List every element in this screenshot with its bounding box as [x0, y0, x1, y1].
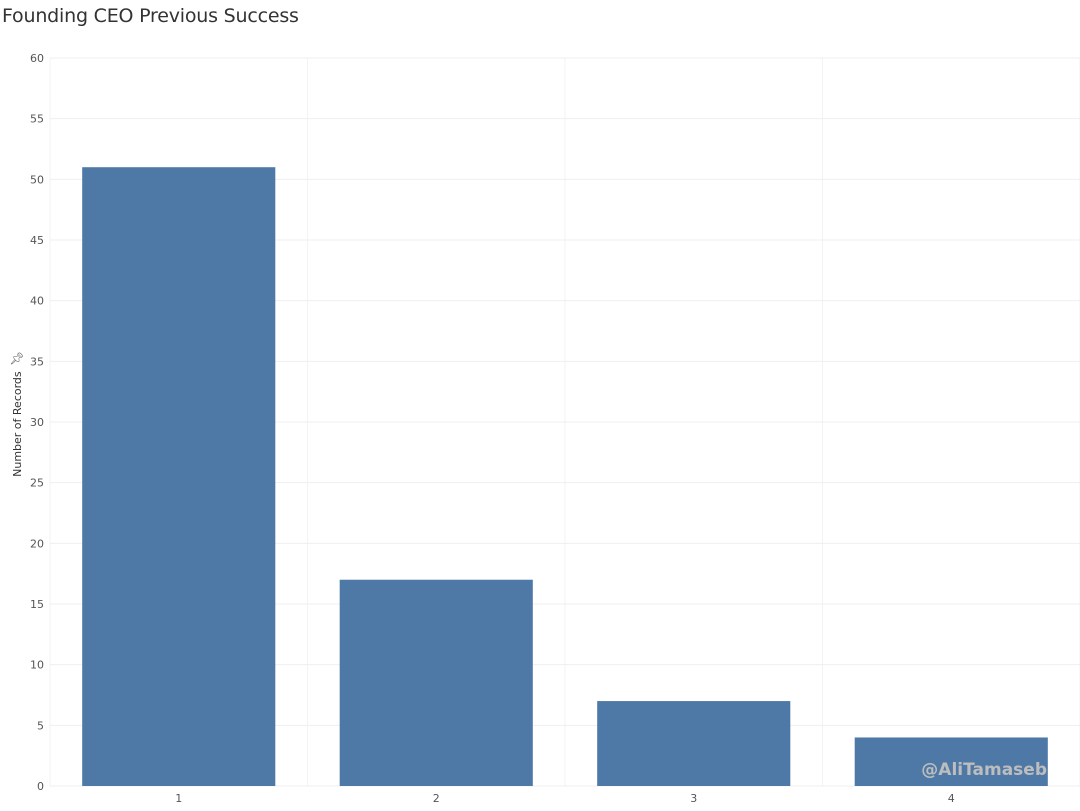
y-tick-label: 30 — [30, 416, 44, 429]
y-axis-label: Number of Records — [10, 371, 24, 477]
bar — [82, 167, 276, 786]
x-tick-label: 4 — [948, 792, 955, 805]
y-tick-label: 15 — [30, 598, 44, 611]
y-tick-label: 55 — [30, 113, 44, 126]
y-tick-label: 40 — [30, 295, 44, 308]
y-tick-label: 20 — [30, 537, 44, 550]
y-tick-label: 60 — [30, 52, 44, 65]
y-tick-label: 10 — [30, 659, 44, 672]
y-tick-label: 35 — [30, 355, 44, 368]
x-axis-ticks: 1 2 3 4 — [175, 792, 955, 805]
chart-title: Founding CEO Previous Success — [2, 5, 299, 27]
grid-lines — [49, 57, 1080, 787]
y-axis-title: Number of Records 📌︎ — [9, 351, 25, 477]
y-axis-ticks: 0 5 10 15 20 25 30 35 40 45 50 55 60 — [30, 52, 44, 793]
y-tick-label: 5 — [37, 719, 44, 732]
bars — [82, 167, 1048, 786]
x-tick-label: 2 — [433, 792, 440, 805]
watermark: @AliTamaseb — [921, 760, 1047, 780]
x-tick-label: 1 — [175, 792, 182, 805]
y-tick-label: 25 — [30, 477, 44, 490]
bar — [339, 579, 533, 786]
pin-icon[interactable]: 📌︎ — [9, 351, 25, 366]
x-tick-label: 3 — [690, 792, 697, 805]
y-tick-label: 50 — [30, 173, 44, 186]
y-tick-label: 45 — [30, 234, 44, 247]
y-tick-label: 0 — [37, 780, 44, 793]
bar — [597, 701, 791, 786]
